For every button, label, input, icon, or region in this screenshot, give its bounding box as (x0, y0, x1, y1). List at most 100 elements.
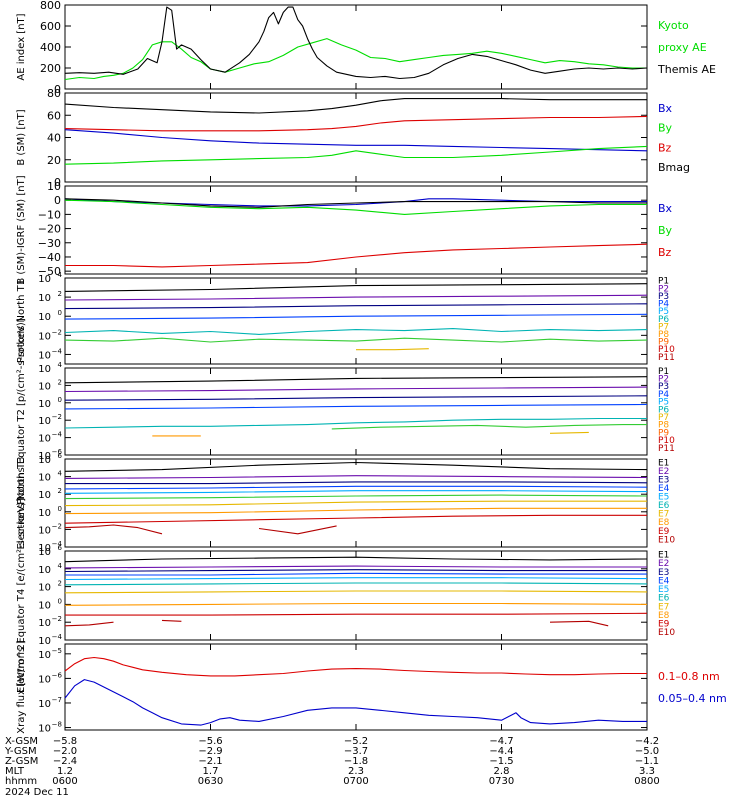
legend-label: 0.1–0.8 nm (658, 670, 720, 683)
legend-label: P7 (658, 322, 669, 332)
y-tick-label: 10 (38, 293, 51, 304)
legend-label: By (658, 122, 673, 135)
y-tick-label: 10 (38, 451, 51, 462)
y-tick-exponent: 4 (58, 562, 63, 570)
series-line-p3 (64, 395, 648, 401)
series-line-e8 (64, 602, 648, 606)
y-tick-exponent: 4 (58, 470, 63, 478)
xaxis-row-value: −1.1 (635, 756, 659, 767)
series-line-e10b (258, 525, 337, 535)
xaxis-row-value: −5.0 (635, 746, 659, 757)
series-line-p8 (356, 348, 429, 351)
legend-label: P4 (658, 390, 669, 400)
legend-label: P5 (658, 398, 669, 408)
legend-label: P2 (658, 284, 669, 294)
y-tick-exponent: −7 (52, 696, 62, 704)
y-tick-label: 60 (47, 109, 61, 122)
legend-label: P3 (658, 292, 669, 302)
y-tick-label: 10 (38, 434, 51, 445)
y-tick-exponent: 4 (58, 361, 63, 369)
series-line-p5 (64, 328, 648, 335)
y-tick-label: −20 (38, 223, 61, 236)
series-line-e3 (65, 481, 648, 485)
series-line-btotal (64, 198, 647, 208)
series-line-kyoto-proxy-ae (64, 38, 647, 81)
legend-label: Bx (658, 202, 673, 215)
y-tick-label: −10 (38, 208, 61, 221)
xaxis-row-value: −5.2 (344, 736, 368, 747)
legend-label: E6 (658, 594, 670, 604)
y-tick-label: 800 (40, 0, 61, 12)
y-tick-label: 10 (38, 543, 51, 554)
series-line-e8 (64, 507, 647, 515)
y-tick-label: 0 (54, 83, 61, 96)
xaxis-row-value: −1.5 (489, 756, 513, 767)
y-axis-label: AE index [nT] (16, 13, 27, 80)
xaxis-row-value: −4.2 (635, 736, 659, 747)
legend-label: P5 (658, 307, 669, 317)
y-tick-exponent: 2 (58, 290, 62, 298)
y-tick-exponent: −2 (52, 522, 62, 530)
y-tick-exponent: −2 (52, 615, 62, 623)
series-line-e9 (65, 612, 648, 616)
legend-label: E3 (658, 568, 669, 578)
y-tick-label: 10 (38, 565, 51, 576)
legend-label: E5 (658, 585, 669, 595)
legend-label: P7 (658, 413, 669, 423)
series-line-p3 (64, 303, 648, 310)
y-tick-label: 10 (38, 724, 51, 735)
y-tick-label: 10 (38, 699, 51, 710)
y-tick-label: 600 (40, 20, 61, 33)
xaxis-row-value: 1.2 (57, 766, 73, 777)
series-line-p1 (64, 376, 648, 384)
y-axis-label: Electrons Equator T4 [e/(cm²-s-sr-keV)] (16, 498, 27, 693)
series-line-e7 (64, 500, 647, 507)
series-line-e4 (65, 572, 647, 576)
y-tick-label: 10 (38, 547, 51, 558)
series-line-p6 (64, 337, 648, 343)
series-line-p5 (64, 417, 647, 429)
legend-label: E1 (658, 458, 669, 468)
y-tick-label: −30 (38, 237, 61, 250)
y-tick-label: 10 (38, 650, 51, 661)
series-line-0-05-0-4-nm (64, 679, 647, 726)
legend-label: E7 (658, 602, 669, 612)
series-line-e6 (64, 582, 648, 586)
xaxis-row-value: 2.3 (348, 766, 364, 777)
series-line-themis-ae (64, 6, 648, 80)
series-line-e1 (64, 556, 648, 563)
y-tick-label: 10 (38, 312, 51, 323)
legend-label: E6 (658, 501, 670, 511)
series-line-by (64, 199, 647, 215)
legend-label: E10 (658, 628, 675, 638)
xaxis-row-value: −2.0 (53, 746, 77, 757)
legend-label: E2 (658, 559, 669, 569)
y-tick-label: 10 (38, 525, 51, 536)
series-line-p1 (64, 283, 648, 292)
legend-label: P6 (658, 405, 669, 415)
xaxis-row-value: −1.8 (344, 756, 368, 767)
legend-label: P1 (658, 277, 669, 287)
legend-label: E10 (658, 535, 675, 545)
series-line-e7 (64, 590, 648, 594)
y-tick-label: 10 (38, 350, 51, 361)
y-axis-label: Protons North T1 (16, 279, 27, 363)
y-axis-label: B (SM) [nT] (16, 109, 27, 165)
y-tick-label: 10 (38, 274, 51, 285)
y-tick-exponent: −5 (52, 647, 62, 655)
xaxis-row-value: 0630 (198, 776, 223, 787)
legend-label: Themis AE (657, 63, 716, 76)
panel-1: 0 200 400 600 800 AE index [nT] Kyoto proxy AE T… (16, 0, 716, 96)
xaxis-row-label: Y-GSM (4, 746, 37, 757)
y-tick-label: 10 (38, 636, 51, 647)
legend-label: proxy AE (658, 41, 707, 54)
series-line-p6 (331, 424, 647, 430)
plot-frame (64, 92, 648, 183)
legend-label: P9 (658, 428, 669, 438)
plot-frame (64, 185, 648, 275)
series-line-e9 (64, 514, 647, 524)
y-tick-exponent: −2 (52, 328, 62, 336)
y-tick-exponent: −6 (52, 448, 63, 456)
y-tick-label: 40 (47, 132, 61, 145)
